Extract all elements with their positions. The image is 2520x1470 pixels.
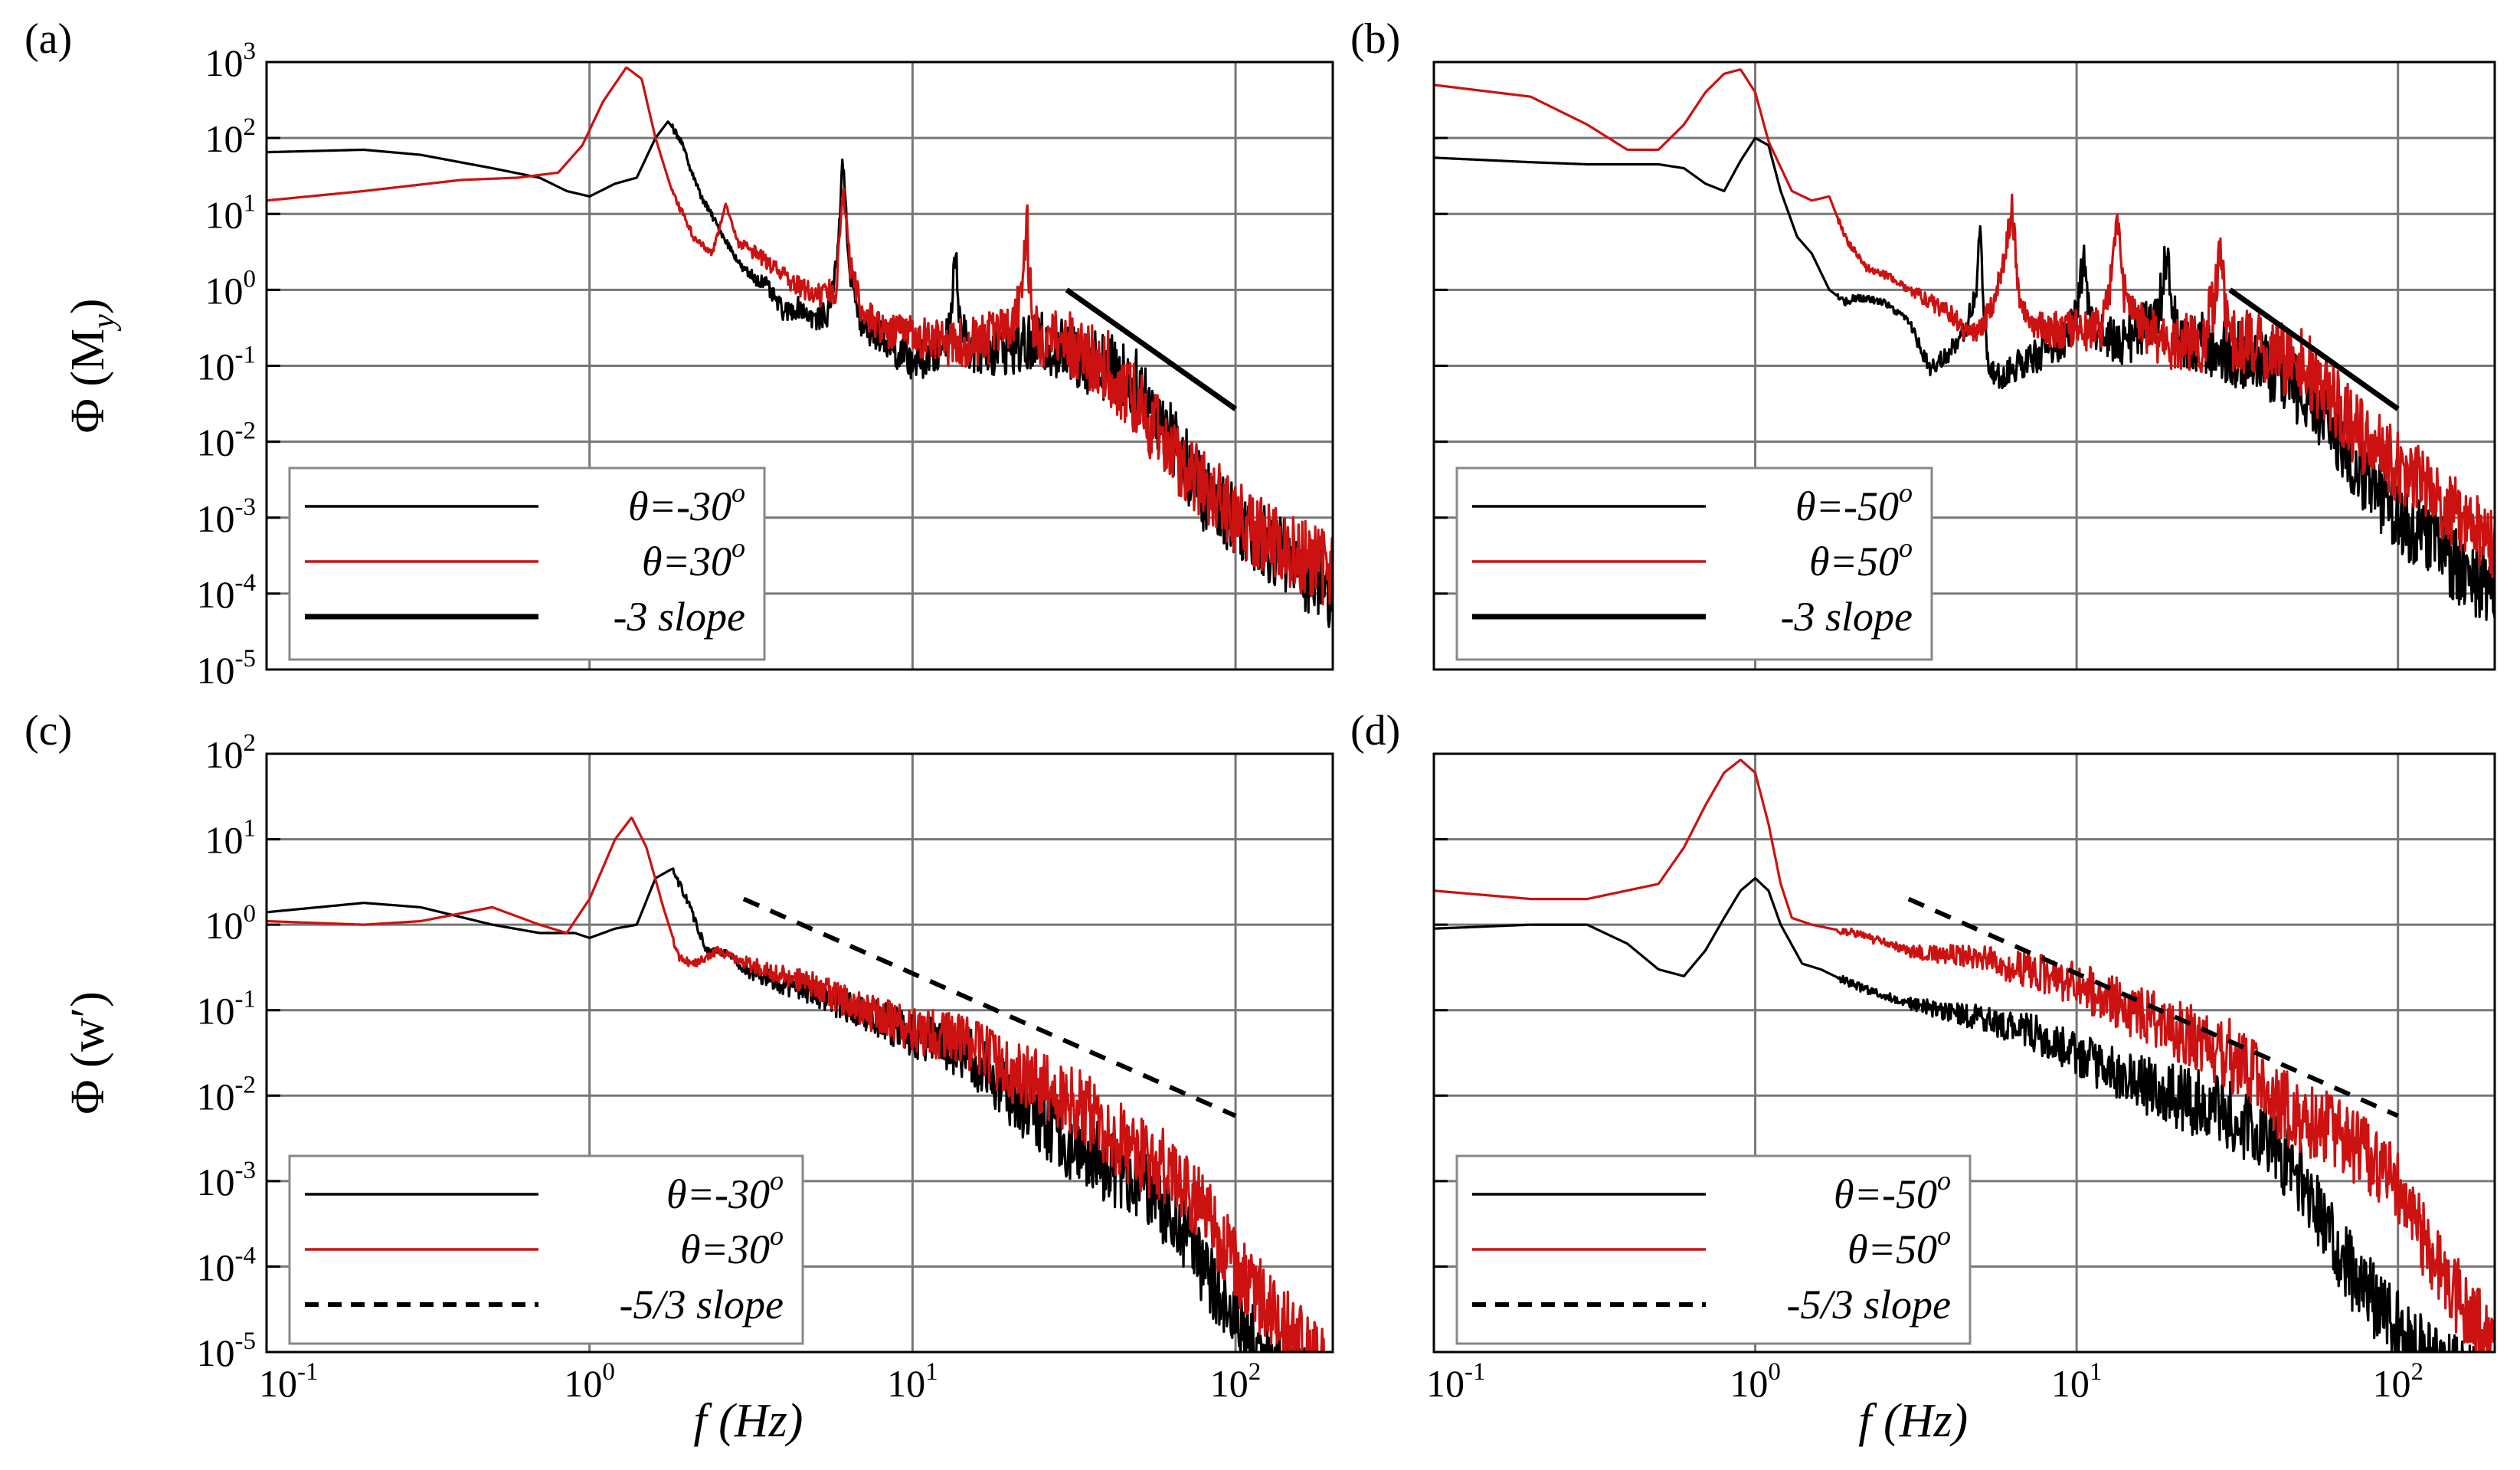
y-tick-label: 10-2 (197, 417, 257, 464)
legend-box (288, 467, 766, 661)
y-tick-label: 102 (205, 729, 257, 776)
y-tick-label: 10-4 (197, 569, 257, 616)
x-axis-label: f (Hz) (693, 1395, 803, 1447)
legend-label: -3 slope (614, 594, 745, 640)
legend-label: -5/3 slope (1787, 1282, 1951, 1328)
axes-frame (265, 61, 1334, 671)
y-tick-label: 103 (205, 38, 257, 84)
y-tick-label: 100 (205, 900, 257, 947)
legend-label: θ=-50o (1834, 1165, 1951, 1217)
x-tick-label: 101 (887, 1358, 938, 1405)
series-slope-line (1065, 287, 1238, 411)
x-tick-label: 100 (564, 1358, 615, 1405)
series-slope-dashed-line (742, 896, 1237, 1118)
series-slope-dashed-line (1907, 896, 2399, 1118)
panel-label: (c) (25, 707, 72, 755)
x-tick-label: 102 (2372, 1358, 2423, 1405)
panel-label: (b) (1350, 15, 1400, 63)
x-tick-label: 100 (1730, 1358, 1781, 1405)
series-line-red (1434, 758, 2495, 1352)
x-tick-label: 10-1 (1426, 1358, 1486, 1405)
y-tick-label: 10-2 (197, 1071, 257, 1118)
y-tick-label: 100 (205, 265, 257, 312)
panel-label: (a) (25, 15, 72, 63)
y-tick-label: 10-5 (197, 1328, 257, 1374)
series-slope-line (2228, 287, 2400, 411)
plot-area (267, 817, 1325, 1352)
y-tick-label: 10-1 (197, 342, 257, 388)
plot-area (1434, 758, 2495, 1352)
plot-area (1434, 68, 2495, 621)
y-axis-label: Φ (w′) (62, 991, 114, 1114)
legend-label: θ=30o (642, 532, 745, 584)
y-tick-label: 10-4 (197, 1242, 257, 1288)
series-line-black (1434, 876, 2483, 1352)
panel-label: (d) (1350, 707, 1400, 755)
legend-label: θ=-30o (628, 477, 745, 529)
series-line-red (267, 817, 1325, 1352)
axes-frame (265, 752, 1334, 1354)
axes-frame (1432, 61, 2496, 671)
legend-label: θ=-30o (666, 1165, 784, 1217)
legend-label: θ=50o (1847, 1220, 1951, 1272)
y-tick-label: 10-1 (197, 986, 257, 1033)
x-tick-label: 101 (2051, 1358, 2103, 1405)
legend-label: θ=30o (680, 1220, 784, 1272)
x-tick-label: 102 (1210, 1358, 1262, 1405)
series-line-red (267, 66, 1333, 606)
y-tick-label: 101 (205, 815, 257, 862)
series-line-red (1434, 68, 2495, 578)
x-axis-label: f (Hz) (1858, 1395, 1968, 1447)
legend-label: -3 slope (1781, 594, 1913, 640)
legend-label: θ=50o (1809, 532, 1913, 584)
y-axis-label: Φ (My) (62, 299, 122, 434)
y-tick-label: 10-3 (197, 493, 257, 540)
y-tick-label: 10-5 (197, 645, 257, 692)
y-tick-label: 102 (205, 113, 257, 160)
legend-label: θ=-50o (1795, 477, 1913, 529)
legend-label: -5/3 slope (620, 1282, 784, 1328)
plot-area (267, 66, 1333, 628)
legend-box (1455, 467, 1933, 661)
y-tick-label: 10-3 (197, 1157, 257, 1203)
y-tick-label: 101 (205, 189, 257, 236)
axes-frame (1432, 752, 2496, 1354)
x-tick-label: 10-1 (259, 1358, 319, 1405)
